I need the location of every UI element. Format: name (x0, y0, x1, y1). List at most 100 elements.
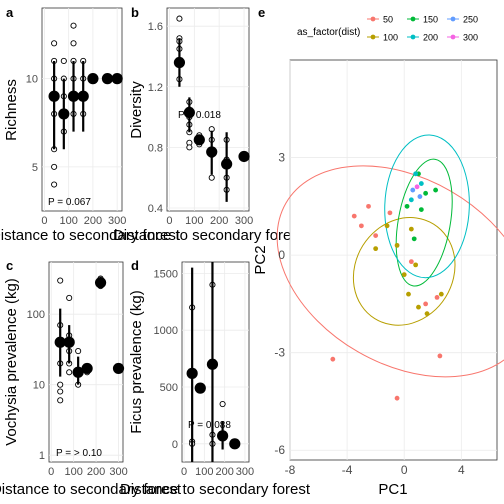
y-tick-label: 10 (33, 380, 45, 392)
mean-point (101, 73, 114, 85)
plot-background (289, 59, 498, 461)
y-axis-label: Diversity (128, 81, 145, 139)
y-tick-label: 1500 (154, 268, 178, 280)
mean-point (112, 362, 125, 375)
x-tick-label: 200 (215, 466, 233, 478)
x-tick-label: 100 (64, 466, 82, 478)
pca-point-300 (414, 184, 420, 190)
mean-point (186, 367, 198, 379)
raw-point (60, 57, 67, 65)
raw-point (57, 277, 64, 284)
pca-point-100 (408, 226, 414, 232)
raw-point (75, 347, 82, 355)
raw-point (57, 381, 64, 388)
legend-key-dot (450, 34, 456, 40)
panel-e: -8 -4 0 4 -6 -3 0 3 PC1 PC2 e (252, 5, 504, 498)
raw-point (57, 397, 64, 404)
mean-point (206, 146, 218, 158)
raw-point (219, 400, 226, 408)
y-tick-label: 3 (278, 151, 285, 165)
legend-label: 300 (463, 33, 478, 43)
mean-point (221, 158, 233, 170)
p-value-label: P = 0.018 (178, 110, 221, 121)
y-tick-label: 10 (26, 74, 38, 86)
mean-point (238, 150, 250, 163)
panel-letter: d (131, 258, 139, 273)
pca-point-50 (423, 301, 429, 307)
x-axis-label: Distance to secondary forest (120, 481, 311, 498)
x-tick-label: 300 (235, 215, 253, 227)
mean-point (63, 336, 75, 348)
legend-label: 200 (423, 33, 438, 43)
mean-point (183, 106, 195, 119)
panel-letter: c (6, 258, 13, 273)
mean-point (193, 134, 205, 146)
y-axis-label: PC2 (252, 245, 269, 274)
x-tick-label: -8 (285, 463, 296, 477)
ellipse-50 (276, 165, 504, 378)
pca-point-100 (394, 242, 400, 248)
raw-point (208, 174, 215, 181)
ellipse-200 (384, 134, 470, 279)
pca-point-50 (437, 353, 443, 359)
x-tick-label: -4 (342, 463, 353, 477)
x-tick-label: 0 (166, 215, 172, 227)
legend-label: 100 (383, 33, 398, 43)
pca-point-50 (351, 213, 357, 219)
raw-point (57, 388, 64, 395)
y-tick-label: 1.2 (148, 82, 163, 94)
pca-point-200 (418, 181, 424, 186)
x-tick-label: 300 (236, 466, 254, 478)
x-tick-label: 100 (185, 215, 203, 227)
pca-point-150 (404, 203, 410, 209)
panel-letter: e (258, 5, 265, 20)
p-value-label: P = 0.088 (188, 420, 231, 431)
pca-point-100 (438, 291, 444, 297)
legend-key-dot (450, 16, 456, 22)
mean-point (94, 277, 107, 289)
raw-point (51, 163, 58, 170)
legend-label: 250 (463, 15, 478, 25)
x-tick-label: 200 (84, 215, 102, 227)
legend-key-dot (370, 34, 376, 40)
y-tick-label: 0 (278, 248, 285, 262)
y-axis-label: Vochysia prevalence (kg) (3, 278, 20, 446)
raw-point (186, 144, 193, 151)
pca-point-150 (418, 207, 424, 212)
y-tick-label: 1 (39, 450, 45, 462)
panel-b: 0 100 200 300 0.4 0.8 1.2 1.6 Distance to second… (113, 5, 304, 244)
mean-point (48, 90, 60, 102)
raw-point (51, 40, 58, 47)
y-tick-label: 1.6 (148, 21, 163, 33)
y-tick-label: 0.4 (148, 203, 163, 215)
mean-point (217, 430, 229, 442)
panel-d: 0 100 200 300 0 500 1000 1500 Distance to second… (120, 258, 311, 498)
pca-point-100 (413, 262, 419, 268)
mean-point (87, 73, 99, 85)
legend-title: as_factor(dist) (297, 27, 360, 38)
pca-point-100 (373, 246, 379, 252)
pca-point-100 (424, 311, 430, 317)
x-tick-label: 0 (181, 466, 187, 478)
mean-point (81, 362, 93, 375)
pca-point-150 (423, 190, 429, 196)
pca-point-100 (401, 272, 407, 278)
y-tick-label: 100 (27, 309, 45, 321)
y-axis-label: Richness (3, 79, 20, 141)
x-tick-label: 100 (195, 466, 213, 478)
pca-point-50 (373, 233, 379, 239)
x-tick-label: 4 (458, 463, 465, 477)
pca-point-50 (366, 203, 371, 209)
mean-point (77, 90, 89, 102)
x-tick-label: 100 (59, 215, 77, 227)
pca-point-250 (417, 194, 423, 199)
legend-label: 50 (383, 15, 393, 25)
raw-point (66, 294, 73, 301)
pca-point-50 (394, 395, 400, 401)
legend-key-dot (370, 16, 376, 22)
raw-point (66, 369, 73, 376)
mean-point (54, 336, 66, 348)
pca-point-50 (330, 356, 336, 362)
mean-point (206, 358, 219, 370)
